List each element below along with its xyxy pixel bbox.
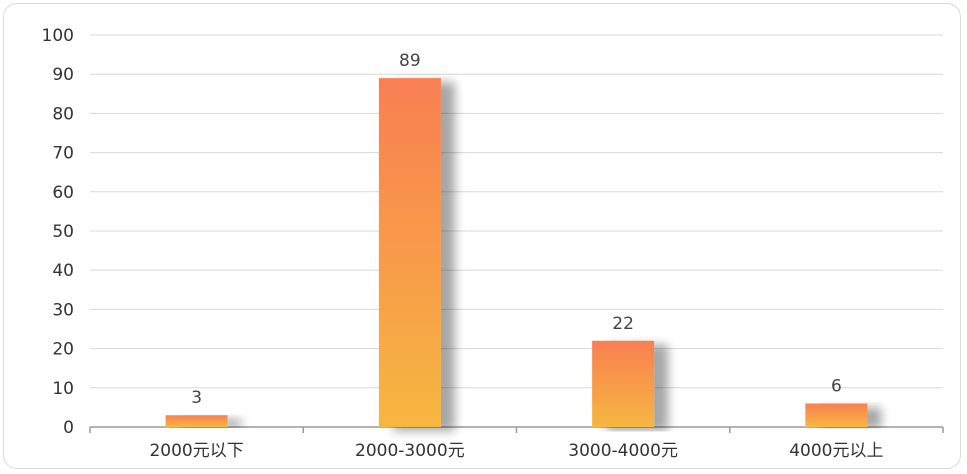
data-label: 22 (612, 314, 634, 334)
y-tick-label: 60 (52, 183, 74, 203)
x-category-label: 3000-4000元 (568, 441, 678, 461)
bars (165, 78, 868, 428)
x-axis (89, 426, 944, 433)
x-category-label: 2000元以下 (149, 441, 243, 461)
y-tick-label: 40 (52, 261, 74, 281)
y-tick-label: 90 (52, 65, 74, 85)
data-label: 6 (831, 376, 842, 396)
y-tick-label: 50 (52, 222, 74, 242)
y-tick-label: 20 (52, 340, 74, 360)
bar (165, 415, 228, 427)
data-label: 3 (191, 388, 202, 408)
x-category-label: 2000-3000元 (355, 441, 465, 461)
y-tick-label: 100 (42, 26, 74, 46)
x-category-label: 4000元以上 (789, 441, 883, 461)
y-tick-label: 30 (52, 300, 74, 320)
y-tick-label: 80 (52, 104, 74, 124)
x-axis-category-labels: 2000元以下 2000-3000元 3000-4000元 4000元以上 (149, 441, 883, 461)
chart-card (3, 3, 961, 469)
data-label: 89 (399, 51, 421, 71)
bar (805, 403, 868, 427)
y-tick-label: 0 (63, 418, 74, 438)
data-labels: 3 89 22 6 (191, 51, 842, 408)
bar (592, 340, 655, 427)
gridlines (90, 34, 943, 389)
bar (378, 78, 441, 428)
y-axis-tick-labels: 0 10 20 30 40 50 60 70 80 90 100 (42, 26, 74, 438)
y-tick-label: 10 (52, 379, 74, 399)
y-tick-label: 70 (52, 144, 74, 164)
